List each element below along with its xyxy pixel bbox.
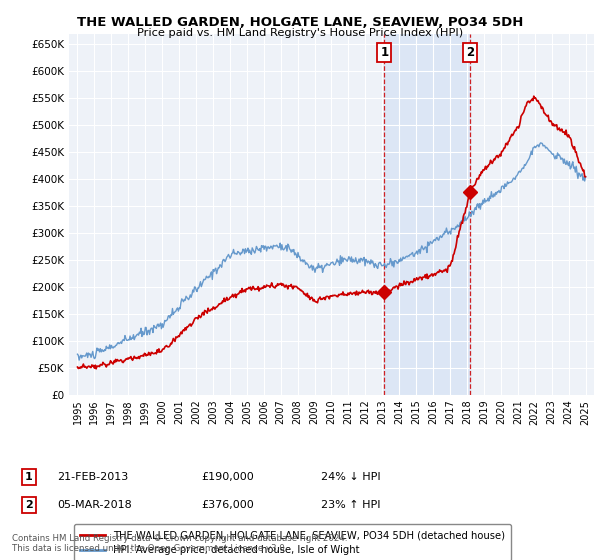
- Text: £376,000: £376,000: [201, 500, 254, 510]
- Text: 23% ↑ HPI: 23% ↑ HPI: [321, 500, 380, 510]
- Text: 2: 2: [25, 500, 32, 510]
- Text: 1: 1: [380, 46, 388, 59]
- Text: 24% ↓ HPI: 24% ↓ HPI: [321, 472, 380, 482]
- Text: 1: 1: [25, 472, 32, 482]
- Text: 21-FEB-2013: 21-FEB-2013: [57, 472, 128, 482]
- Legend: THE WALLED GARDEN, HOLGATE LANE, SEAVIEW, PO34 5DH (detached house), HPI: Averag: THE WALLED GARDEN, HOLGATE LANE, SEAVIEW…: [74, 524, 511, 560]
- Text: Contains HM Land Registry data © Crown copyright and database right 2024.
This d: Contains HM Land Registry data © Crown c…: [12, 534, 347, 553]
- Bar: [385, 34, 470, 395]
- Text: 05-MAR-2018: 05-MAR-2018: [57, 500, 132, 510]
- Text: £190,000: £190,000: [201, 472, 254, 482]
- Text: 2: 2: [466, 46, 474, 59]
- Text: Price paid vs. HM Land Registry's House Price Index (HPI): Price paid vs. HM Land Registry's House …: [137, 28, 463, 38]
- Text: THE WALLED GARDEN, HOLGATE LANE, SEAVIEW, PO34 5DH: THE WALLED GARDEN, HOLGATE LANE, SEAVIEW…: [77, 16, 523, 29]
